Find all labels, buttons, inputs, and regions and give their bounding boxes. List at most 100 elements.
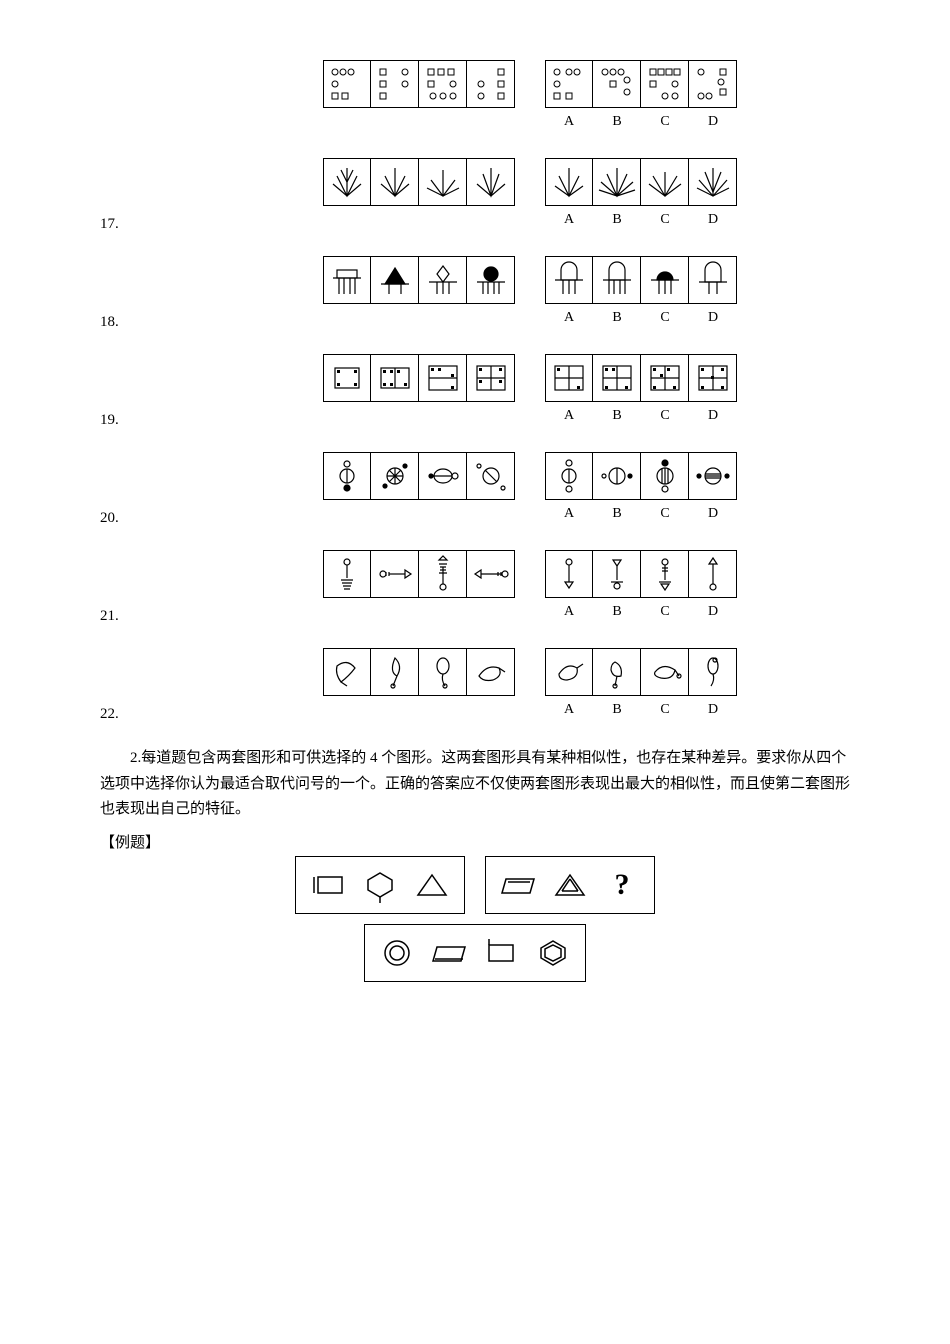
opt-label: C: [641, 310, 689, 326]
seq-cell: [467, 158, 515, 206]
seq-cell: [467, 648, 515, 696]
ans-cell[interactable]: [641, 158, 689, 206]
seq-cell: [467, 354, 515, 402]
option-labels: A B C D: [545, 114, 737, 130]
sequence-panels: [323, 354, 515, 402]
option-labels: A B C D: [545, 506, 737, 522]
ans-cell[interactable]: [545, 354, 593, 402]
ans-cell[interactable]: [593, 354, 641, 402]
ans-cell[interactable]: [593, 648, 641, 696]
ex-cell: [302, 861, 354, 909]
ex-cell: [354, 861, 406, 909]
opt-label: B: [593, 408, 641, 424]
ans-cell[interactable]: [593, 60, 641, 108]
ans-cell[interactable]: [689, 158, 737, 206]
ans-cell[interactable]: [641, 550, 689, 598]
ans-cell[interactable]: [593, 550, 641, 598]
seq-cell: [371, 158, 419, 206]
ans-cell[interactable]: [641, 354, 689, 402]
ans-cell[interactable]: [593, 256, 641, 304]
opt-label: A: [545, 702, 593, 718]
option-labels: A B C D: [545, 702, 737, 718]
opt-label: C: [641, 604, 689, 620]
opt-label: D: [689, 702, 737, 718]
question-17: 17.: [100, 158, 850, 228]
ans-cell[interactable]: [641, 648, 689, 696]
ans-cell[interactable]: [689, 452, 737, 500]
question-21: 21.: [100, 550, 850, 620]
seq-cell: [419, 550, 467, 598]
section-2-instructions: 2.每道题包含两套图形和可供选择的 4 个图形。这两套图形具有某种相似性，也存在…: [100, 746, 850, 823]
ans-cell[interactable]: [593, 452, 641, 500]
seq-cell: [467, 452, 515, 500]
seq-cell: [323, 158, 371, 206]
seq-cell: [323, 256, 371, 304]
answer-panels: [545, 60, 737, 108]
ans-cell[interactable]: [689, 354, 737, 402]
option-labels: A B C D: [545, 212, 737, 228]
ex-opt[interactable]: [371, 929, 423, 977]
ans-cell[interactable]: [689, 550, 737, 598]
opt-label: D: [689, 506, 737, 522]
sequence-panels: [323, 452, 515, 500]
ex-opt[interactable]: [475, 929, 527, 977]
ans-cell[interactable]: [545, 648, 593, 696]
sequence-panels: [323, 256, 515, 304]
sequence-panels: [323, 60, 515, 108]
seq-cell: [371, 550, 419, 598]
seq-cell: [323, 60, 371, 108]
seq-cell: [323, 354, 371, 402]
ans-cell[interactable]: [545, 60, 593, 108]
panel-row: [210, 60, 850, 108]
ex-opt[interactable]: [527, 929, 579, 977]
ans-cell[interactable]: [689, 648, 737, 696]
answer-panels: [545, 550, 737, 598]
opt-label: A: [545, 604, 593, 620]
question-number: 21.: [100, 608, 119, 625]
answer-panels: [545, 354, 737, 402]
ans-cell[interactable]: [641, 60, 689, 108]
opt-label: C: [641, 702, 689, 718]
opt-label: B: [593, 212, 641, 228]
opt-label: A: [545, 408, 593, 424]
opt-label: B: [593, 506, 641, 522]
opt-label: C: [641, 506, 689, 522]
ans-cell[interactable]: [545, 452, 593, 500]
opt-label: B: [593, 310, 641, 326]
seq-cell: [371, 452, 419, 500]
opt-label: B: [593, 702, 641, 718]
ans-cell[interactable]: [641, 452, 689, 500]
option-labels: A B C D: [545, 408, 737, 424]
seq-cell: [419, 648, 467, 696]
ans-cell[interactable]: [593, 158, 641, 206]
answer-panels: [545, 452, 737, 500]
ex-cell: [492, 861, 544, 909]
opt-label: D: [689, 212, 737, 228]
seq-cell: [467, 60, 515, 108]
seq-cell: [467, 550, 515, 598]
seq-cell: [323, 452, 371, 500]
ans-cell[interactable]: [689, 256, 737, 304]
opt-label: A: [545, 506, 593, 522]
question-18: 18.: [100, 256, 850, 326]
ans-cell[interactable]: [641, 256, 689, 304]
ans-cell[interactable]: [689, 60, 737, 108]
opt-label: B: [593, 114, 641, 130]
ans-cell[interactable]: [545, 256, 593, 304]
ex-opt[interactable]: [423, 929, 475, 977]
question-20: 20.: [100, 452, 850, 522]
seq-cell: [371, 354, 419, 402]
opt-label: C: [641, 212, 689, 228]
ans-cell[interactable]: [545, 158, 593, 206]
question-16-cont: A B C D: [100, 60, 850, 130]
example-figure: ?: [260, 856, 690, 982]
opt-label: A: [545, 310, 593, 326]
seq-cell: [323, 648, 371, 696]
ans-cell[interactable]: [545, 550, 593, 598]
opt-label: D: [689, 604, 737, 620]
seq-cell: [419, 354, 467, 402]
sequence-panels: [323, 158, 515, 206]
seq-cell: [419, 452, 467, 500]
option-labels: A B C D: [545, 310, 737, 326]
opt-label: D: [689, 310, 737, 326]
